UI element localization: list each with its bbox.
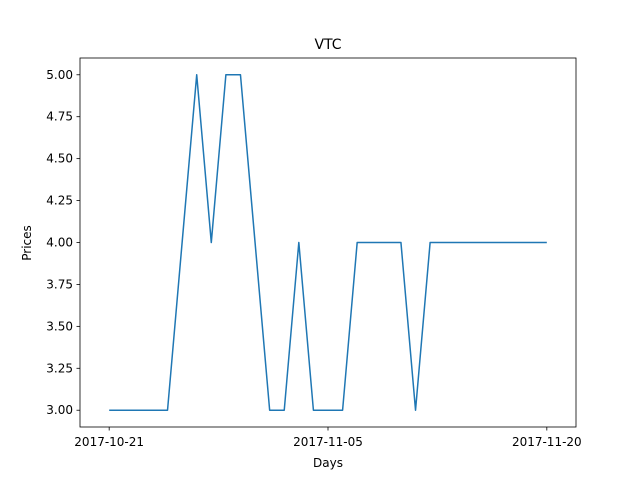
y-tick-label: 3.50 xyxy=(46,319,73,333)
x-tick-label: 2017-11-20 xyxy=(512,435,582,449)
y-axis-label: Prices xyxy=(20,225,34,261)
y-tick-label: 3.00 xyxy=(46,403,73,417)
plot-area xyxy=(79,57,577,428)
x-tick-label: 2017-11-05 xyxy=(293,435,363,449)
x-tick-label: 2017-10-21 xyxy=(74,435,144,449)
y-tick-label: 3.25 xyxy=(46,361,73,375)
series-line-0 xyxy=(109,74,547,411)
x-axis: 2017-10-21 2017-11-05 2017-11-20 xyxy=(74,427,582,449)
chart-title: VTC xyxy=(314,37,341,53)
y-tick-label: 4.25 xyxy=(46,194,73,208)
y-tick-label: 3.75 xyxy=(46,277,73,291)
y-axis: 3.00 3.25 3.50 3.75 4.00 4.25 4.50 4.75 5.00 xyxy=(46,68,80,417)
y-tick-label: 5.00 xyxy=(46,68,73,82)
y-tick-label: 4.00 xyxy=(46,236,73,250)
y-tick-label: 4.75 xyxy=(46,110,73,124)
y-tick-label: 4.50 xyxy=(46,152,73,166)
x-axis-label: Days xyxy=(313,456,343,470)
